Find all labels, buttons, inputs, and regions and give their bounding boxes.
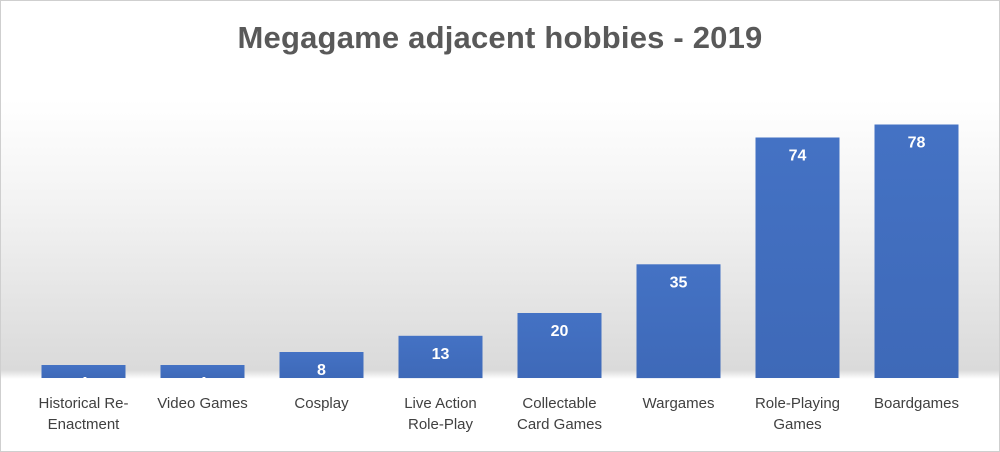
category-label-1-0: Video Games	[157, 395, 248, 412]
category-label-0-0: Historical Re-	[38, 395, 128, 412]
category-label-7-0: Boardgames	[874, 395, 959, 412]
chart-title: Megagame adjacent hobbies - 2019	[237, 20, 763, 55]
bar-2	[279, 352, 364, 378]
bar-6	[755, 137, 840, 378]
category-label-5-0: Wargames	[643, 395, 715, 412]
bar-5	[636, 264, 721, 379]
category-label-6-0: Role-Playing	[755, 395, 840, 412]
bar-0	[41, 365, 126, 378]
category-label-0-1: Enactment	[48, 416, 121, 433]
data-label-6: 74	[789, 148, 807, 165]
data-label-7: 78	[908, 135, 926, 152]
category-label-3-0: Live Action	[404, 395, 477, 412]
category-label-2-0: Cosplay	[294, 395, 349, 412]
category-label-4-1: Card Games	[517, 416, 602, 433]
data-label-3: 13	[432, 346, 450, 363]
data-label-2: 8	[317, 362, 326, 379]
bar-7	[874, 124, 959, 378]
data-label-0: 4	[79, 375, 88, 392]
category-label-4-0: Collectable	[522, 395, 596, 412]
bar-3	[398, 335, 483, 379]
bar-4	[517, 313, 602, 378]
category-label-6-1: Games	[773, 416, 821, 433]
bar-1	[160, 365, 245, 378]
data-label-5: 35	[670, 274, 688, 291]
category-label-3-1: Role-Play	[408, 416, 474, 433]
data-label-1: 4	[198, 375, 207, 392]
data-label-4: 20	[551, 323, 569, 340]
